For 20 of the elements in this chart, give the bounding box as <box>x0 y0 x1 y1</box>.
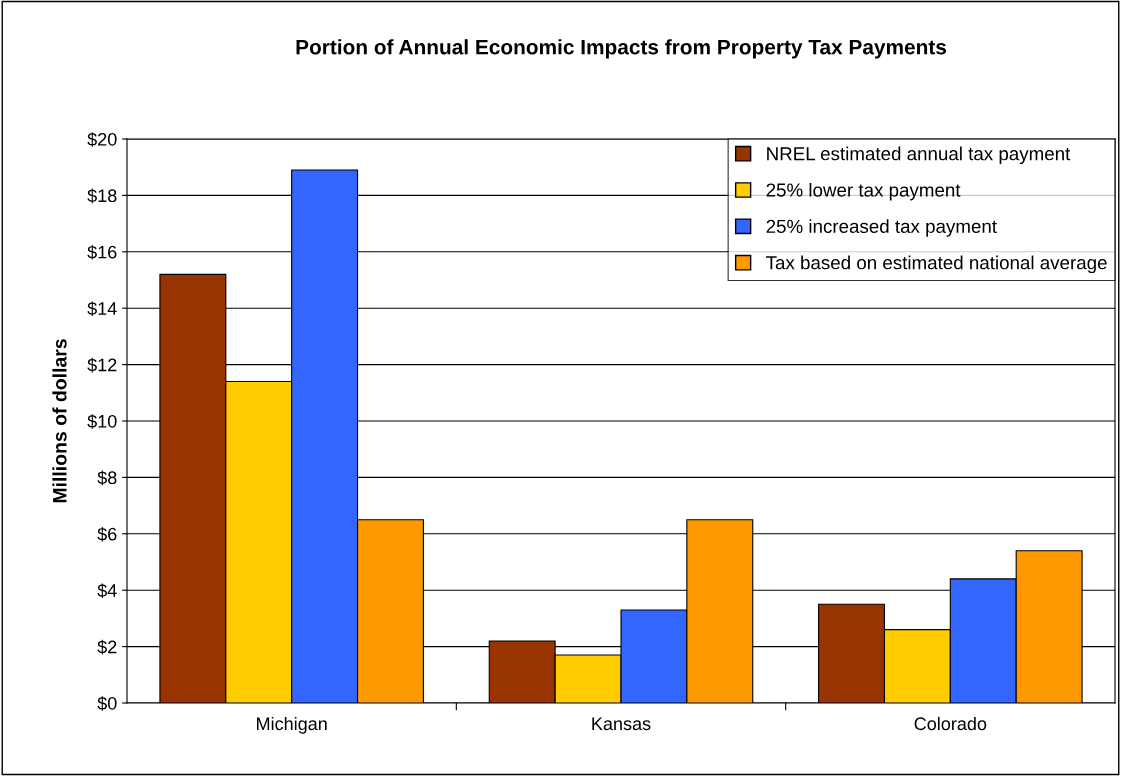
y-tick-label: $0 <box>97 696 117 711</box>
y-axis-title: Millions of dollars <box>52 339 67 503</box>
y-tick-label: $6 <box>97 526 117 542</box>
legend-label: 25% increased tax payment <box>766 219 997 237</box>
y-tick-label: $8 <box>97 470 117 486</box>
chart-title: Portion of Annual Economic Impacts from Property Tax Payments <box>296 39 947 59</box>
x-tick-label: Michigan <box>257 716 327 734</box>
y-tick-label: $2 <box>97 639 117 655</box>
y-tick-label: $4 <box>97 583 117 598</box>
x-tick-label: Colorado <box>914 716 987 731</box>
x-tick-label: Kansas <box>592 717 651 731</box>
y-tick-label: $14 <box>87 301 117 316</box>
y-tick-label: $10 <box>87 414 117 429</box>
y-tick-label: $18 <box>87 188 117 204</box>
y-tick-label: $20 <box>87 132 117 147</box>
y-tick-label: $16 <box>87 244 117 260</box>
legend-label: 25% lower tax payment <box>766 182 961 201</box>
y-tick-label: $12 <box>87 357 117 373</box>
legend-label: Tax based on estimated national average <box>766 255 1107 274</box>
legend-label: NREL estimated annual tax payment <box>767 146 1071 165</box>
